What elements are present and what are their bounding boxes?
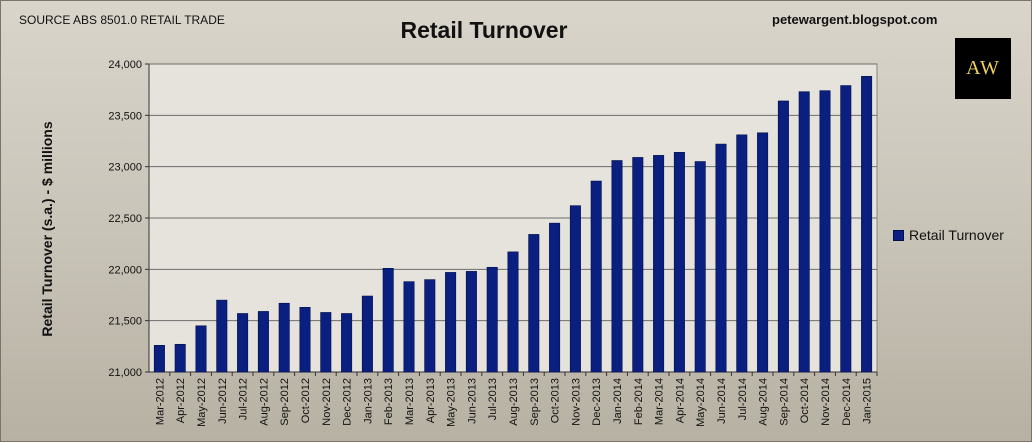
y-tick-label: 23,500 xyxy=(108,110,142,122)
x-tick-label: Nov-2013 xyxy=(570,378,582,426)
bar xyxy=(840,85,852,373)
bar xyxy=(736,134,748,373)
bar xyxy=(777,100,789,373)
x-tick-label: Nov-2014 xyxy=(820,378,832,426)
bar xyxy=(216,299,228,373)
bar xyxy=(715,143,727,373)
x-tick-label: May-2013 xyxy=(446,378,458,427)
bar xyxy=(465,271,477,373)
bar xyxy=(549,222,561,373)
bar xyxy=(757,132,769,373)
bar xyxy=(528,234,540,373)
blog-url: petewargent.blogspot.com xyxy=(772,12,938,27)
y-tick-label: 22,500 xyxy=(108,213,142,225)
x-tick-label: Jun-2013 xyxy=(466,378,478,424)
bar xyxy=(632,157,644,373)
y-tick-label: 24,000 xyxy=(108,59,142,71)
x-tick-label: Jan-2014 xyxy=(612,378,624,424)
x-tick-label: Jul-2013 xyxy=(487,378,499,420)
legend-swatch xyxy=(893,229,904,241)
bar xyxy=(237,313,249,373)
x-tick-label: Jul-2012 xyxy=(238,378,250,420)
x-tick-label: Apr-2012 xyxy=(175,378,187,423)
x-tick-label: Dec-2012 xyxy=(342,378,354,426)
x-tick-label: Mar-2013 xyxy=(404,378,416,425)
x-tick-label: Feb-2014 xyxy=(633,378,645,425)
x-tick-label: May-2014 xyxy=(695,378,707,427)
x-tick-label: Sep-2014 xyxy=(778,378,790,426)
x-tick-label: Aug-2013 xyxy=(508,378,520,426)
x-tick-label: Sep-2012 xyxy=(279,378,291,426)
bar xyxy=(361,295,373,373)
bar xyxy=(861,76,873,373)
bar xyxy=(819,90,831,373)
x-tick-label: Sep-2013 xyxy=(529,378,541,426)
bar xyxy=(195,325,207,373)
bar xyxy=(694,161,706,373)
y-tick-label: 21,500 xyxy=(108,316,142,328)
x-tick-label: Jan-2013 xyxy=(362,378,374,424)
legend: Retail Turnover xyxy=(893,227,1004,243)
bar xyxy=(611,160,623,373)
y-tick-label: 21,000 xyxy=(108,367,142,379)
chart-title: Retail Turnover xyxy=(400,17,568,43)
bar xyxy=(445,272,457,373)
bar xyxy=(299,307,311,373)
bar xyxy=(341,313,353,373)
bar xyxy=(257,311,269,373)
bar xyxy=(507,251,519,373)
x-tick-label: Dec-2014 xyxy=(841,378,853,426)
y-tick-label: 22,000 xyxy=(108,264,142,276)
source-note: SOURCE ABS 8501.0 RETAIL TRADE xyxy=(19,13,225,27)
x-tick-label: Oct-2014 xyxy=(799,378,811,423)
bar xyxy=(653,155,665,373)
x-tick-label: May-2012 xyxy=(196,378,208,427)
bar xyxy=(153,345,165,373)
bar xyxy=(673,151,685,373)
legend-label: Retail Turnover xyxy=(909,227,1004,243)
x-tick-label: Aug-2012 xyxy=(258,378,270,426)
x-tick-label: Apr-2014 xyxy=(674,378,686,423)
bar xyxy=(278,302,290,373)
x-tick-label: Apr-2013 xyxy=(425,378,437,423)
x-tick-label: Jun-2012 xyxy=(217,378,229,424)
bar xyxy=(174,343,186,373)
x-tick-label: Jul-2014 xyxy=(737,378,749,420)
bar xyxy=(590,180,602,373)
x-tick-label: Aug-2014 xyxy=(758,378,770,426)
x-tick-label: Feb-2013 xyxy=(383,378,395,425)
x-tick-label: Mar-2014 xyxy=(654,378,666,425)
bar xyxy=(569,205,581,373)
x-tick-label: Nov-2012 xyxy=(321,378,333,426)
x-tick-label: Jun-2014 xyxy=(716,378,728,424)
x-tick-label: Jan-2015 xyxy=(862,378,874,424)
bar xyxy=(424,279,436,373)
y-tick-label: 23,000 xyxy=(108,162,142,174)
bar xyxy=(486,266,498,373)
x-tick-label: Dec-2013 xyxy=(591,378,603,426)
bar xyxy=(382,268,394,373)
bar xyxy=(320,312,332,373)
bar xyxy=(798,91,810,373)
x-tick-label: Oct-2012 xyxy=(300,378,312,423)
x-tick-label: Mar-2012 xyxy=(154,378,166,425)
bar xyxy=(403,281,415,373)
x-tick-label: Oct-2013 xyxy=(550,378,562,423)
aw-logo: AW xyxy=(955,38,1011,99)
